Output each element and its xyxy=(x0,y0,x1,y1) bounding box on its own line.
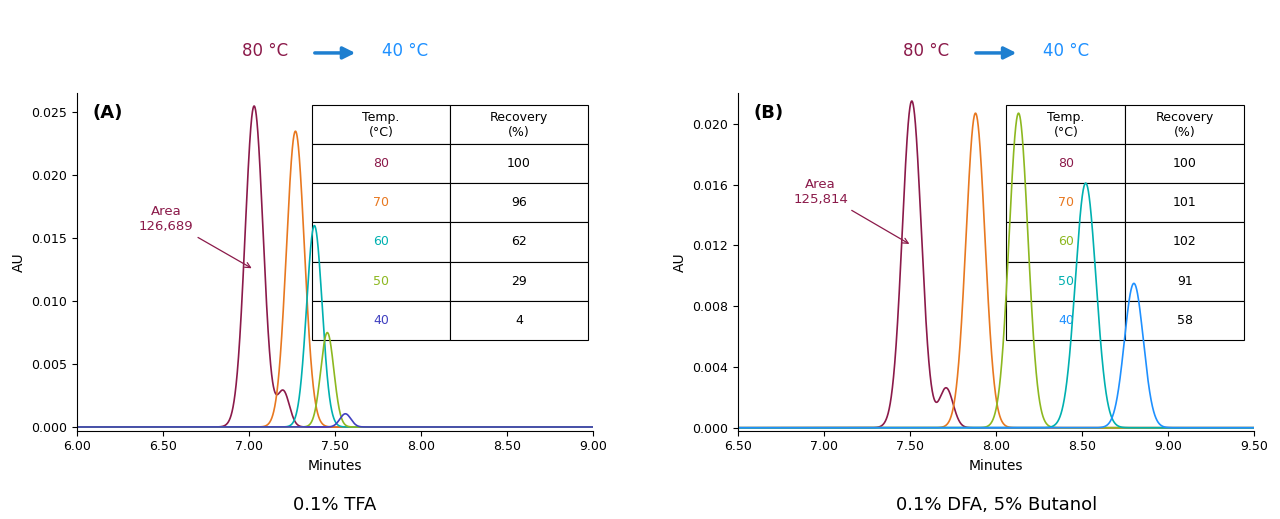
Text: 80 °C: 80 °C xyxy=(242,42,288,60)
Text: (B): (B) xyxy=(754,104,783,121)
Text: 80 °C: 80 °C xyxy=(902,42,948,60)
Text: (A): (A) xyxy=(92,104,123,121)
Y-axis label: AU: AU xyxy=(672,252,686,272)
Text: Area
125,814: Area 125,814 xyxy=(794,178,909,243)
Y-axis label: AU: AU xyxy=(12,252,26,272)
Text: 40 °C: 40 °C xyxy=(383,42,429,60)
X-axis label: Minutes: Minutes xyxy=(969,459,1024,473)
Text: 40 °C: 40 °C xyxy=(1043,42,1089,60)
Text: Area
126,689: Area 126,689 xyxy=(140,206,251,268)
X-axis label: Minutes: Minutes xyxy=(307,459,362,473)
Text: 0.1% DFA, 5% Butanol: 0.1% DFA, 5% Butanol xyxy=(896,496,1097,514)
Text: 0.1% TFA: 0.1% TFA xyxy=(293,496,376,514)
